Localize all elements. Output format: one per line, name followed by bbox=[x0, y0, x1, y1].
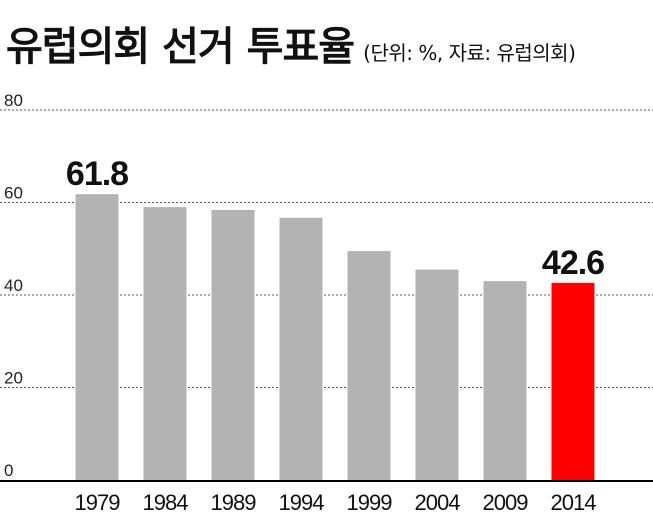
y-tick-label: 40 bbox=[4, 276, 23, 295]
bar-2014 bbox=[551, 282, 595, 480]
x-tick-label: 2004 bbox=[415, 490, 461, 514]
bar-1989 bbox=[211, 209, 255, 480]
y-tick-label: 60 bbox=[4, 184, 23, 203]
data-label: 61.8 bbox=[66, 155, 128, 193]
bar-1999 bbox=[347, 251, 391, 480]
x-tick-label: 1999 bbox=[347, 490, 393, 514]
x-tick-label: 1989 bbox=[211, 490, 257, 514]
y-tick-label: 0 bbox=[4, 461, 13, 480]
x-tick-label: 1979 bbox=[75, 490, 121, 514]
data-label: 42.6 bbox=[542, 244, 604, 282]
bar-2009 bbox=[483, 281, 527, 480]
bar-1994 bbox=[279, 217, 323, 480]
x-tick-label: 2014 bbox=[551, 490, 597, 514]
x-tick-label: 1994 bbox=[279, 490, 325, 514]
y-tick-labels: 80 60 40 20 0 bbox=[4, 91, 23, 480]
chart-title: 유럽의회 선거 투표율 bbox=[6, 24, 355, 70]
data-labels: 61.8 42.6 bbox=[66, 155, 605, 282]
bar-1979 bbox=[75, 194, 119, 481]
bar-1984 bbox=[143, 207, 187, 480]
bars bbox=[75, 194, 595, 481]
bar-2004 bbox=[415, 269, 459, 480]
y-tick-label: 80 bbox=[4, 91, 23, 110]
x-tick-labels: 1979 1984 1989 1994 1999 2004 2009 2014 bbox=[75, 490, 598, 514]
x-tick-label: 2009 bbox=[483, 490, 529, 514]
chart-subtitle: (단위: %, 자료: 유럽의회) bbox=[363, 41, 576, 65]
y-tick-label: 20 bbox=[4, 369, 23, 388]
chart-header: 유럽의회 선거 투표율 (단위: %, 자료: 유럽의회) bbox=[6, 14, 576, 72]
x-tick-label: 1984 bbox=[143, 490, 189, 514]
